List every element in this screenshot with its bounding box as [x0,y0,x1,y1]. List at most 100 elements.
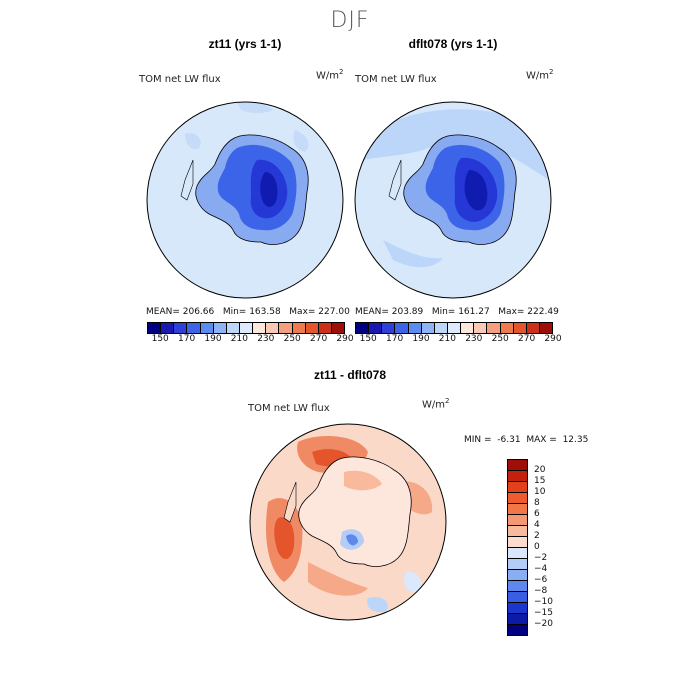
colorbar-tick-label: −20 [534,619,553,629]
antarctica-core [464,170,488,211]
colorbar-segments [355,322,553,334]
variable-label-left: TOM net LW flux [139,74,221,85]
warm-anomaly [344,470,382,491]
colorbar-tick-label: 250 [283,334,301,344]
colorbar-swatch [148,323,162,333]
colorbar-tick-label: 6 [534,509,540,519]
colorbar-swatch [526,323,540,333]
colorbar-swatch [292,323,306,333]
colorbar-swatch [447,323,462,333]
diff-units-label: W/m2 [422,397,450,411]
colorbar-swatch [305,323,319,333]
colorbar-tick-label: 190 [204,334,222,344]
colorbar-swatch [213,323,227,333]
warm-anomaly [308,562,368,596]
colorbar-swatch [508,559,527,570]
variable-label-right: TOM net LW flux [355,74,437,85]
colorbar-tick-label: 0 [534,542,540,552]
colorbar-swatch [508,460,527,471]
diff-min-max: MIN = -6.31 MAX = 12.35 [464,435,589,445]
polar-map-right [354,101,552,299]
colorbar-swatch [369,323,383,333]
colorbar-swatch [253,323,267,333]
colorbar-swatch [513,323,527,333]
antarctica-contour [298,456,412,567]
colorbar-tick-label: 290 [336,334,354,344]
mid-latitude-band [237,102,273,113]
colorbar-swatch [279,323,293,333]
colorbar-swatch [226,323,240,333]
colorbar-tick-label: 2 [534,531,540,541]
colorbar-swatch [508,482,527,493]
colorbar-tick-label: 270 [518,334,536,344]
colorbar-tick-label: 190 [412,334,430,344]
colorbar-swatch [239,323,254,333]
colorbar-tick-label: 170 [178,334,196,344]
colorbar-swatch [266,323,280,333]
map-boundary [249,423,447,621]
colorbar-swatch [508,603,527,614]
colorbar-tick-label: −15 [534,608,553,618]
panel-title-left: zt11 (yrs 1-1) [208,37,282,51]
peninsula [388,159,402,201]
colorbar-swatch [461,323,475,333]
diff-variable-label: TOM net LW flux [248,403,330,414]
colorbar-swatch [408,323,422,333]
panel-title-right: dflt078 (yrs 1-1) [408,37,498,51]
colorbar-tick-label: −8 [534,586,548,596]
map-boundary [354,101,552,299]
colorbar-diff-ticks: 20 15 10 8 6 4 2 0 −2 −4 −6 −8 −10 −15 −20 [534,459,574,629]
mid-latitude-band [363,109,550,180]
colorbar-swatch [508,592,527,603]
colorbar-diff [507,459,528,636]
colorbar-tick-label: 170 [386,334,404,344]
colorbar-swatch [508,526,527,537]
mid-latitude-band [185,133,201,150]
colorbar-swatch [318,323,332,333]
diff-panel-title: zt11 - dflt078 [313,368,387,382]
colorbar-tick-label: 20 [534,465,546,475]
colorbar-left: 150 170 190 210 230 250 270 290 [147,322,354,346]
colorbar-swatch [508,614,527,625]
colorbar-swatch [200,323,214,333]
colorbar-tick-label: 150 [359,334,377,344]
mid-latitude-band [293,130,309,152]
colorbar-swatch [508,515,527,526]
colorbar-tick-label: 210 [230,334,248,344]
colorbar-tick-label: −4 [534,564,548,574]
colorbar-tick-label: 15 [534,476,546,486]
warm-anomaly [274,517,295,560]
colorbar-swatch [434,323,448,333]
cool-anomaly [346,534,358,546]
colorbar-swatch [382,323,396,333]
colorbar-tick-label: 4 [534,520,540,530]
colorbar-swatch [508,570,527,581]
colorbar-swatch [331,323,345,333]
colorbar-swatch [508,625,527,635]
stats-right: MEAN= 203.89 Min= 161.27 Max= 222.49 [355,307,559,317]
colorbar-segments [147,322,345,334]
colorbar-swatch [474,323,488,333]
colorbar-swatch [508,537,527,548]
colorbar-swatch [508,471,527,482]
colorbar-swatch [508,504,527,515]
polar-map-left [146,101,344,299]
colorbar-tick-label: −6 [534,575,548,585]
colorbar-tick-label: 270 [310,334,328,344]
stats-left: MEAN= 206.66 Min= 163.58 Max= 227.00 [146,307,350,317]
colorbar-tick-label: 10 [534,487,546,497]
colorbar-swatch [421,323,435,333]
figure-title: DJF [330,8,370,33]
colorbar-tick-label: 230 [465,334,483,344]
colorbar-swatch [508,493,527,504]
cool-anomaly [403,571,422,593]
colorbar-swatch [508,548,527,559]
colorbar-swatch [539,323,553,333]
colorbar-tick-label: −10 [534,597,553,607]
colorbar-swatch [395,323,409,333]
colorbar-swatch [161,323,175,333]
map-boundary [146,101,344,299]
mid-latitude-band [383,240,443,268]
colorbar-ticks: 150 170 190 210 230 250 270 290 [355,334,562,346]
colorbar-tick-label: 290 [544,334,562,344]
